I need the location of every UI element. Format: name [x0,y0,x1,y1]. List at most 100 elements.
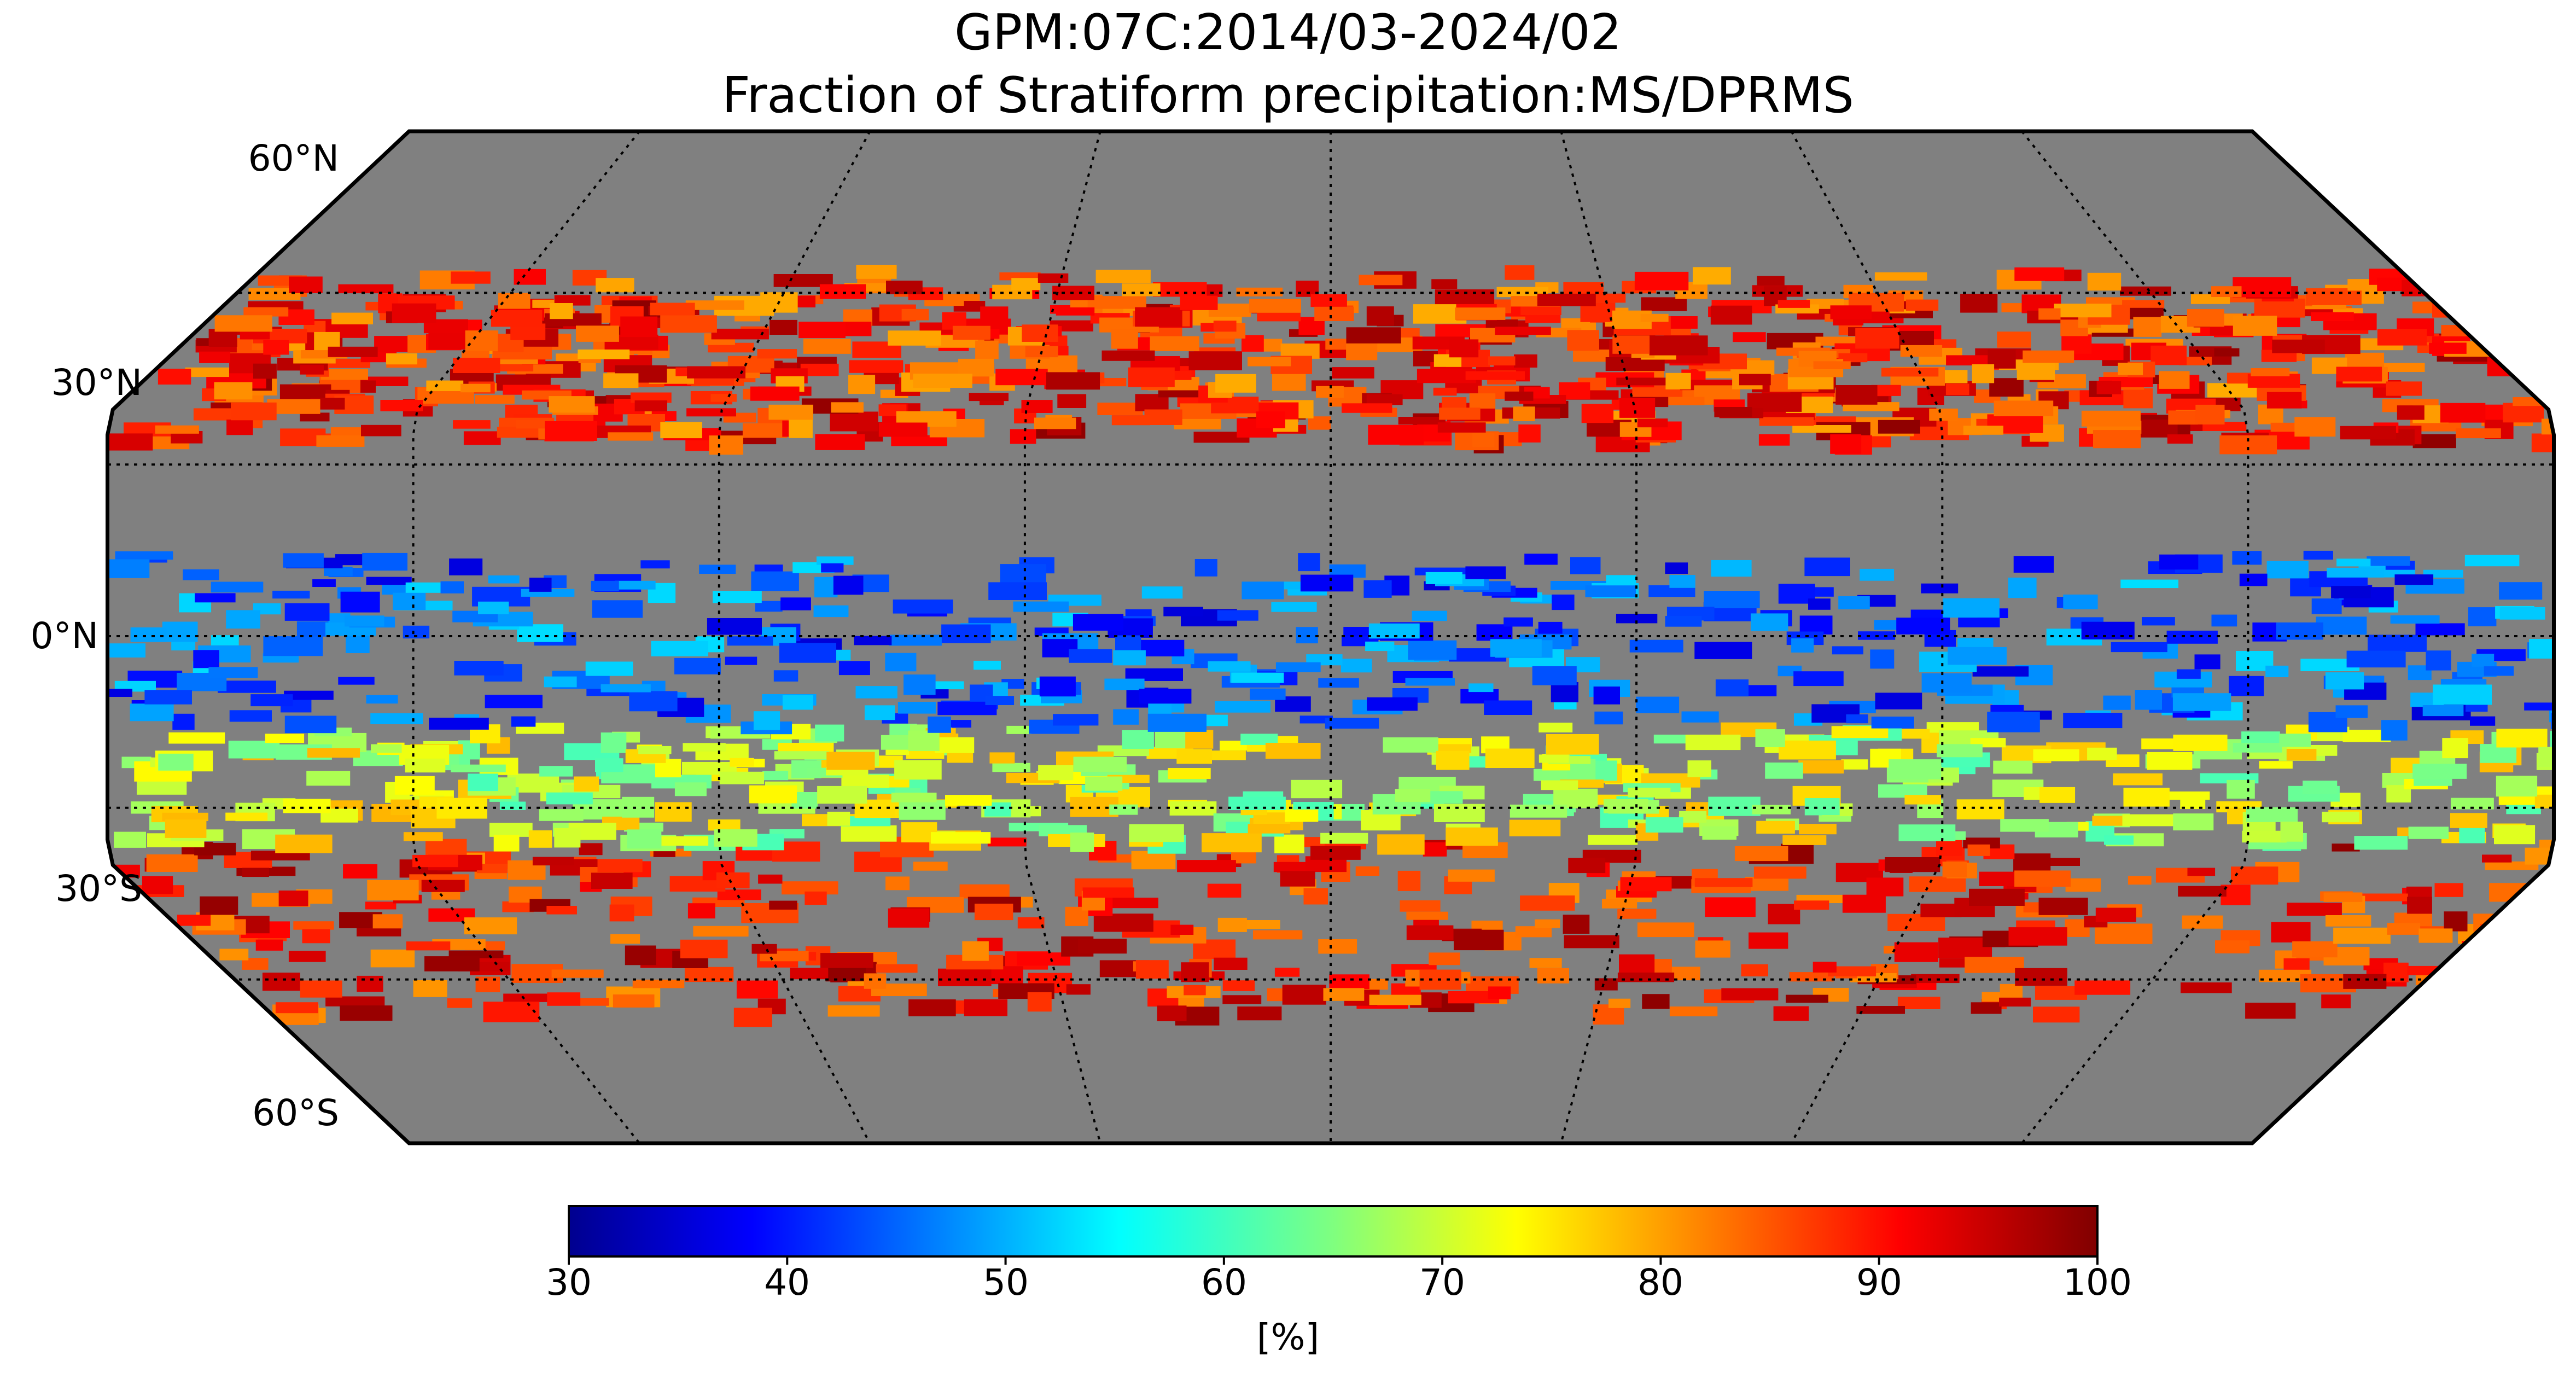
field-cell [1929,408,1958,421]
field-cell [2133,317,2162,337]
field-cell [733,1008,772,1027]
field-cell [1310,294,1347,307]
field-cell [2008,927,2067,946]
field-cell [1885,857,1940,872]
field-cell [1515,926,1552,938]
field-cell [1989,378,2024,397]
field-cell [1046,372,1100,390]
field-cell [1249,299,1301,313]
field-cell [717,889,761,900]
field-cell [2181,982,2232,993]
field-cell [995,369,1048,386]
field-cell [370,949,415,968]
field-cell [2048,858,2080,866]
field-cell [1733,332,1766,342]
field-cell [1979,871,2020,886]
field-cell [2326,915,2371,927]
field-cell [361,424,401,437]
field-cell [864,973,887,989]
field-cell [830,411,878,432]
field-cell [1135,960,1169,979]
field-cell [330,427,362,437]
field-cell [1739,374,1771,386]
field-cell [1874,272,1927,281]
field-cell [2095,907,2136,922]
field-cell [464,917,517,935]
field-cell [803,339,851,354]
field-cell [1027,992,1052,1012]
field-cell [1448,869,1495,882]
field-cell [1077,939,1127,954]
field-cell [262,973,300,991]
field-cell [805,891,827,905]
field-cell [343,864,377,878]
field-cell [1513,406,1535,421]
field-cell [1619,398,1656,418]
field-cell [1969,888,2025,906]
colorbar-tick-30: 30 [546,1261,592,1304]
field-cell [316,435,365,447]
field-cell [2287,903,2342,916]
field-cell [625,945,656,965]
map-title-line-2: Fraction of Stratiform precipitation:MS/… [722,67,1854,124]
colorbar-tick-70: 70 [1419,1261,1465,1304]
field-cell [2013,853,2051,872]
field-cell [340,1005,393,1021]
field-cell [1280,871,1315,887]
field-cell [243,307,289,317]
field-cell [1535,919,1560,928]
field-cell [1323,988,1365,1001]
field-cell [1098,378,1127,387]
field-cell [250,851,310,860]
field-cell [365,901,397,910]
field-cell [275,1002,318,1014]
field-cell [1830,434,1862,454]
field-cell [1010,429,1036,444]
field-cell [2074,980,2131,995]
field-cell [193,408,240,421]
field-cell [790,968,829,980]
field-cell [2294,417,2336,437]
field-cell [2087,272,2122,291]
field-cell [300,980,342,998]
field-cell [1855,328,1899,349]
field-cell [736,980,778,999]
field-cell [891,435,947,446]
field-cell [913,862,948,871]
field-cell [503,993,551,1002]
field-cell [1520,895,1575,911]
field-cell [288,951,326,962]
field-cell [200,896,238,915]
field-cell [1789,972,1834,982]
field-cell [1296,281,1319,297]
field-cell [1514,354,1537,368]
field-cell [2343,974,2387,989]
field-cell [1433,387,1457,396]
field-cell [1828,966,1876,976]
field-cell [1454,929,1504,951]
field-cell [1222,980,1255,991]
field-cell [1792,425,1851,433]
field-cell [1496,287,1548,298]
field-cell [2271,922,2311,942]
field-cell [1871,385,1901,396]
field-cell [687,903,715,919]
field-cell [1488,986,1511,999]
field-cell [1694,878,1753,887]
field-cell [1469,393,1496,409]
field-cell [1794,900,1829,910]
field-cell [716,872,750,889]
field-cell [2159,371,2190,389]
field-cell [2122,300,2165,308]
field-cell [2214,348,2240,357]
field-cell [1150,336,1199,351]
field-cell [1753,866,1806,879]
field-cell [2321,994,2351,1009]
field-cell [2015,968,2067,986]
field-cell [888,908,930,928]
field-cell [1207,883,1242,898]
field-cell [1897,997,1940,1009]
field-cell [693,926,749,937]
field-cell [2456,428,2501,439]
field-cell [1017,917,1045,929]
